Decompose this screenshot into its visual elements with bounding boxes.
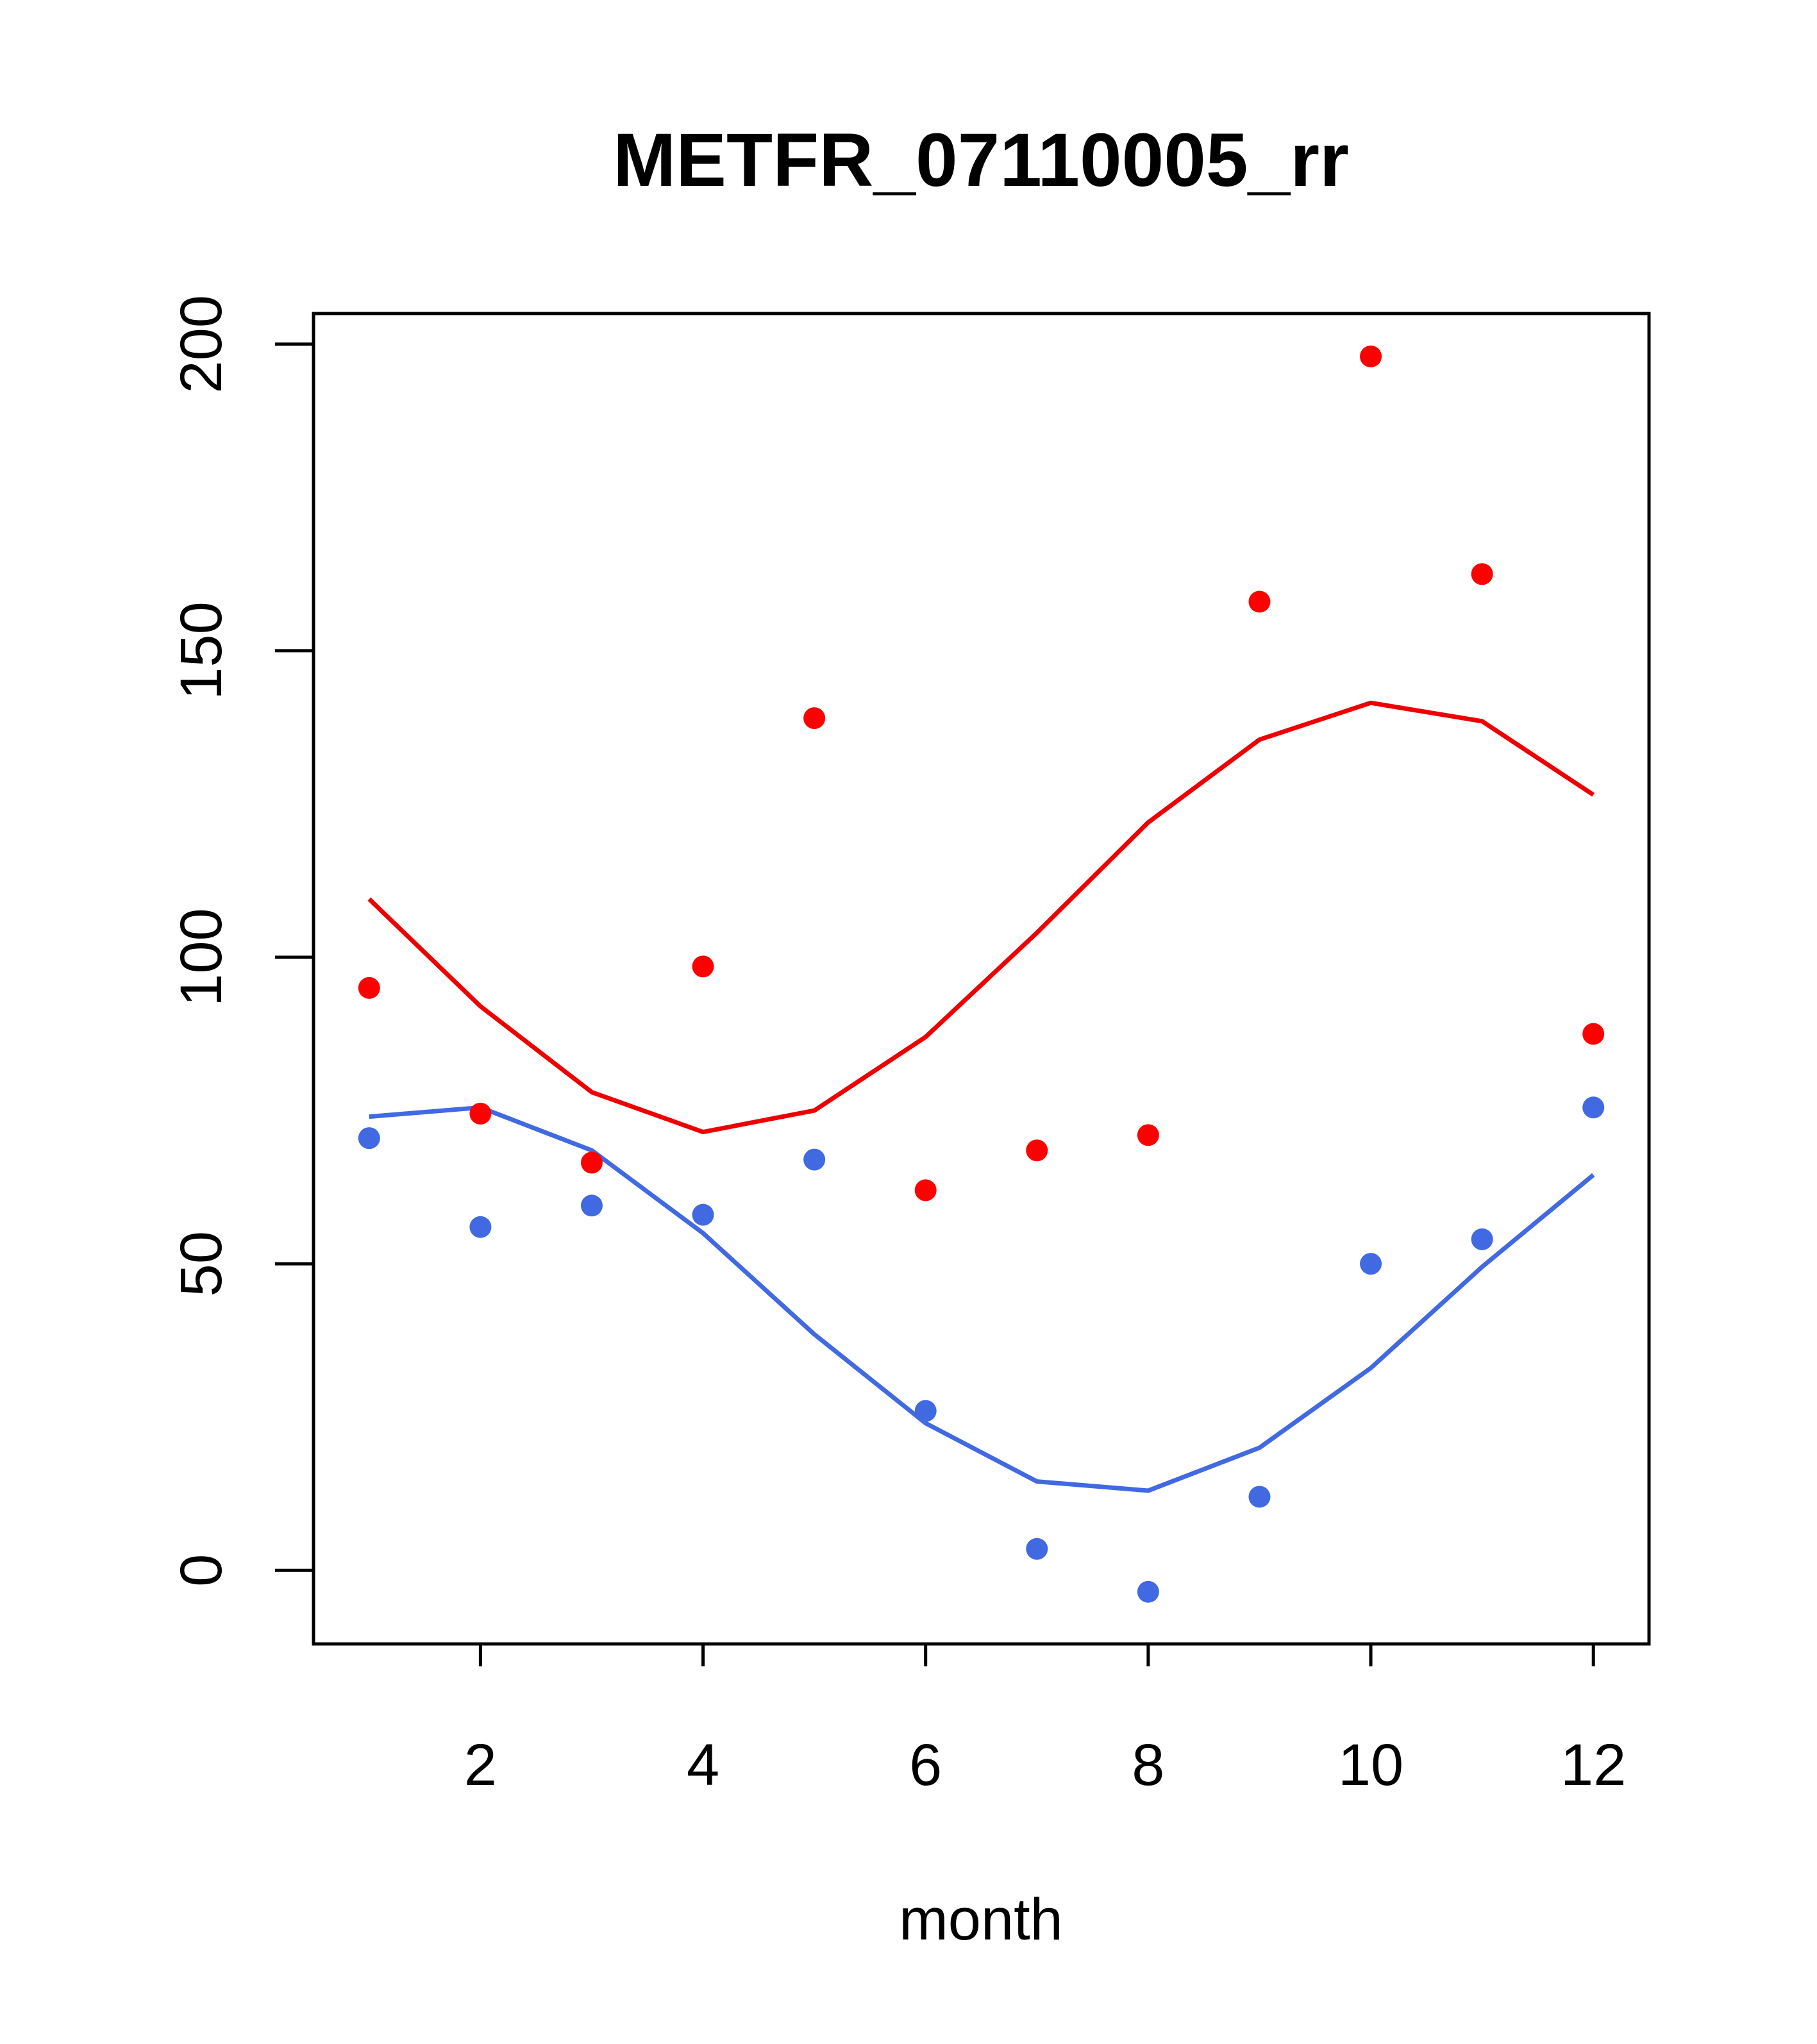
x-tick-label: 8 [1132, 1732, 1164, 1798]
y-tick-label: 0 [169, 1554, 234, 1587]
series-red-line [367, 700, 1595, 1135]
x-tick-label: 10 [1338, 1732, 1403, 1798]
point-red-points [1137, 1124, 1159, 1146]
point-red-points [803, 707, 826, 730]
y-axis: 0 50 100 150 200 [169, 295, 315, 1587]
point-red-points [1026, 1139, 1048, 1162]
point-red-points [914, 1179, 937, 1202]
x-tick-label: 4 [687, 1732, 719, 1798]
point-red-points [1471, 563, 1493, 585]
chart-title: METFR_07110005_rr [613, 118, 1349, 203]
point-red-points [1248, 591, 1271, 613]
point-blue-points [1137, 1580, 1159, 1603]
point-red-points [692, 955, 714, 978]
y-tick-label: 200 [169, 295, 234, 394]
y-tick-label: 150 [169, 601, 234, 700]
x-axis-label: month [899, 1887, 1063, 1952]
point-red-points [1360, 345, 1382, 367]
point-red-points [580, 1152, 603, 1174]
point-blue-points [914, 1400, 937, 1422]
point-blue-points [692, 1203, 714, 1226]
x-tick-label: 2 [464, 1732, 497, 1798]
point-blue-points [1360, 1253, 1382, 1275]
x-tick-label: 6 [909, 1732, 942, 1798]
point-blue-points [803, 1148, 826, 1171]
point-red-points [469, 1102, 492, 1125]
point-blue-points [1248, 1486, 1271, 1508]
point-blue-points [1471, 1228, 1493, 1250]
x-axis: 2 4 6 8 10 12 [464, 1642, 1626, 1798]
point-blue-points [358, 1127, 380, 1150]
y-tick-label: 100 [169, 908, 234, 1007]
y-tick-label: 50 [169, 1231, 234, 1296]
series-layer [358, 345, 1605, 1603]
plot-frame [312, 312, 1651, 1646]
point-blue-points [1026, 1537, 1048, 1560]
point-blue-points [580, 1194, 603, 1217]
x-tick-label: 12 [1561, 1732, 1626, 1798]
point-red-points [1582, 1023, 1605, 1045]
point-blue-points [1582, 1096, 1605, 1119]
point-blue-points [469, 1216, 492, 1238]
point-red-points [358, 976, 380, 999]
series-blue-line [369, 1105, 1595, 1493]
